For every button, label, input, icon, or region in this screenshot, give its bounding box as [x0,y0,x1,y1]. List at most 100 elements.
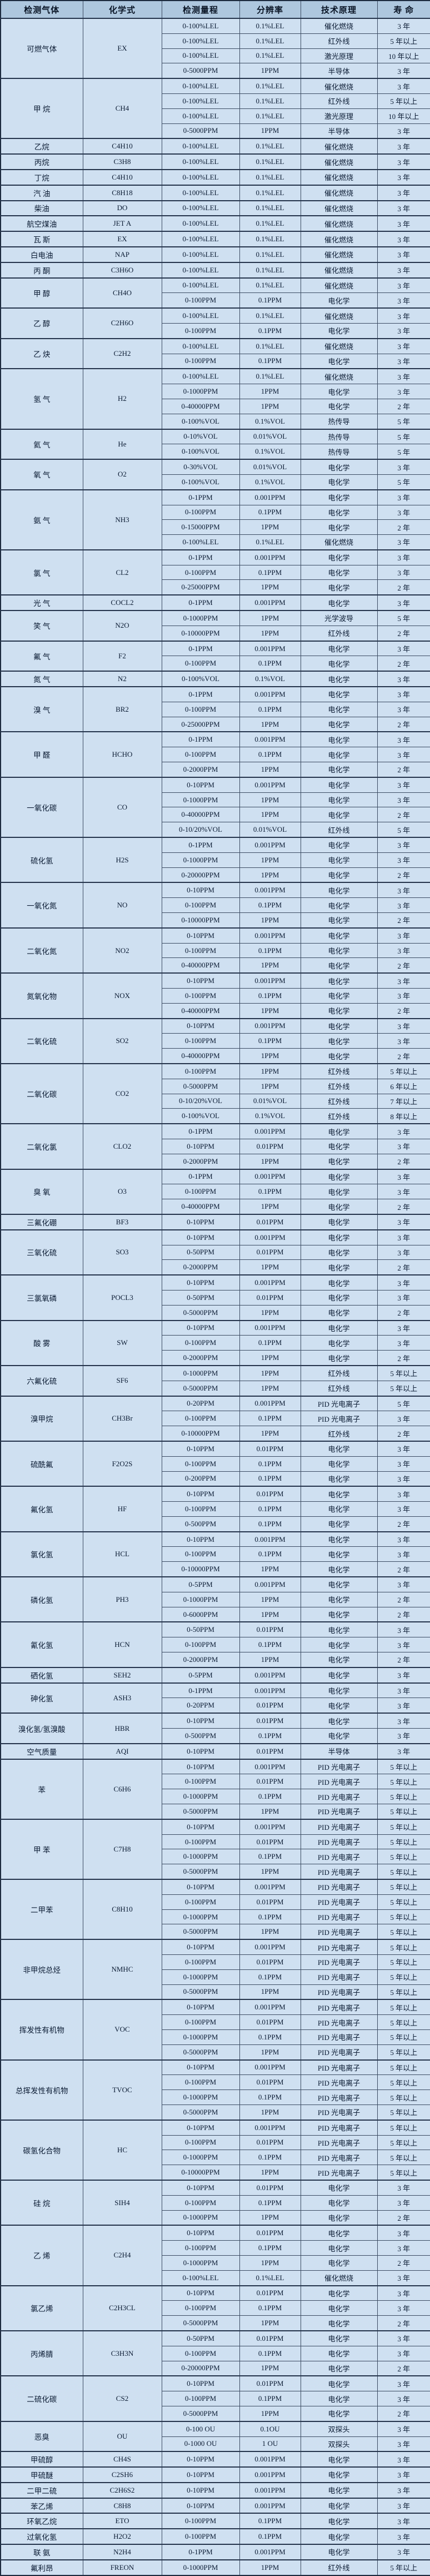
formula-cell: C8H10 [82,1879,162,1940]
table-row: 二氧化碳 CO2 0-100PPM 1PPM 红外线 5 年以上 [0,1063,430,1124]
range-cell: 0-100%VOL [161,413,240,430]
principle-cell: 电化学 [300,459,378,475]
table-row: 0-100%VOL 0.1%VOL 热传导 5 年 [1,444,430,460]
principle-cell: 红外线 [300,1364,378,1381]
range-cell: 0-10PPM [161,2497,240,2514]
table-row: 氟 气 F2 0-1PPM 0.001PPM 电化学 3 年 [0,640,430,672]
range-cell: 0-10PPM [161,1486,240,1502]
resolution-cell: 1PPM [239,1199,301,1215]
lifespan-cell: 3 年 [377,1501,430,1517]
resolution-cell: 0.1PPM [239,1501,301,1517]
lifespan-cell: 3 年 [377,1335,430,1351]
lifespan-cell: 2 年 [377,1048,430,1064]
principle-cell: 电化学 [300,353,378,369]
range-cell: 0-100PPM [161,1456,240,1472]
table-row: 0-10000PPM 1PPM 红外线 2 年 [1,1426,430,1442]
resolution-cell: 0.001PPM [239,594,301,611]
lifespan-cell: 2 年 [377,807,430,823]
principle-cell: PID 光电离子 [300,2104,378,2121]
principle-cell: 催化燃烧 [300,138,378,155]
lifespan-cell: 3 年 [377,1486,430,1502]
principle-cell: PID 光电离子 [300,2029,378,2045]
principle-cell: 电化学 [300,1621,378,1638]
gas-name-cell: 二甲苯 [0,1879,83,1940]
resolution-cell: 1PPM [239,519,301,535]
range-cell: 0-100%LEL [161,277,240,294]
gas-name-cell: 氢 气 [0,368,83,430]
principle-cell: 电化学 [300,912,378,929]
table-row: 0-500PPM 0.1PPM 电化学 2 年 [1,1516,430,1532]
lifespan-cell: 5 年以上 [377,93,430,109]
range-cell: 0-100%VOL [161,444,240,460]
gas-name-cell: 碳氢化合物 [0,2119,83,2181]
gas-name-cell: 二硫化碳 [0,2375,83,2422]
resolution-cell: 0.1%LEL [239,368,301,385]
resolution-cell: 0.1PPM [239,1411,301,1427]
table-row: 0-100PPM 0.1PPM 电化学 3 年 [1,988,430,1004]
principle-cell: 电化学 [300,1606,378,1622]
lifespan-cell: 5 年以上 [377,2029,430,2045]
principle-cell: PID 光电离子 [300,2014,378,2030]
principle-cell: 光学波导 [300,610,378,626]
principle-cell: 电化学 [300,882,378,899]
table-row: 0-1000PPM 1PPM 电化学 2 年 [1,2210,430,2226]
lifespan-cell: 2 年 [377,1606,430,1622]
resolution-cell: 0.001PPM [239,1818,301,1835]
gas-name-cell: 氟利昂 [0,2559,83,2576]
lifespan-cell: 3 年 [377,2513,430,2529]
resolution-cell: 0.1PPM [239,564,301,580]
range-cell: 0-10%VOL [161,428,240,445]
range-cell: 0-100%LEL [161,184,240,201]
formula-cell: SW [82,1319,162,1366]
resolution-cell: 1PPM [239,867,301,883]
lifespan-cell: 5 年 [377,413,430,430]
table-row: 乙 烯 C2H4 0-10PPM 0.01PPM 电化学 3 年 [0,2225,430,2286]
principle-cell: PID 光电离子 [300,1894,378,1910]
formula-cell: ETO [82,2513,162,2529]
lifespan-cell: 2 年 [377,2315,430,2331]
principle-cell: 双探头 [300,2436,378,2452]
principle-cell: 电化学 [300,776,378,793]
principle-cell: PID 光电离子 [300,1774,378,1790]
range-cell: 0-10PPM [161,1531,240,1547]
lifespan-cell: 3 年 [377,2300,430,2316]
range-cell: 0-100PPM [161,1063,240,1079]
table-row: 0-5000PPM 1PPM 红外线 6 年以上 [1,1078,430,1094]
resolution-cell: 1PPM [239,1364,301,1381]
formula-cell: SO3 [82,1229,162,1275]
formula-cell: FREON [82,2559,162,2576]
principle-cell: 催化燃烧 [300,2270,378,2286]
lifespan-cell: 3 年 [377,2466,430,2483]
resolution-cell: 0.01PPM [239,2179,301,2196]
principle-cell: 电化学 [300,1698,378,1714]
formula-cell: ASH3 [82,1682,162,1714]
principle-cell: 电化学 [300,1229,378,1245]
lifespan-cell: 3 年 [377,2195,430,2211]
range-cell: 0-2000PPM [161,1652,240,1668]
gas-name-cell: 氨 气 [0,489,83,550]
table-row: 0-10000PPM 1PPM 红外线 2 年 [1,625,430,642]
lifespan-cell: 2 年 [377,1591,430,1607]
principle-cell: 电化学 [300,579,378,595]
gas-name-cell: 乙烷 [0,138,83,155]
lifespan-cell: 3 年 [377,168,430,186]
principle-cell: 电化学 [300,1199,378,1215]
table-row: 汽 油 C8H18 0-100%LEL 0.1%LEL 催化燃烧 3 年 [0,184,430,201]
range-cell: 0-10PPM [161,2179,240,2196]
table-row: 0-10/20%VOL 0.01%VOL 红外线 5 年 [1,822,430,838]
gas-name-cell: 总挥发性有机物 [0,2059,83,2121]
principle-cell: PID 光电离子 [300,2135,378,2151]
range-cell: 0-500PPM [161,1728,240,1744]
lifespan-cell: 3 年 [377,1471,430,1487]
lifespan-cell: 3 年 [377,1576,430,1592]
lifespan-cell: 5 年以上 [377,33,430,49]
table-row: 溴化氢/氢溴酸 HBR 0-10PPM 0.01PPM 电化学 3 年 [0,1713,430,1744]
principle-cell: 电化学 [300,988,378,1004]
range-cell: 0-20000PPM [161,867,240,883]
resolution-cell: 0.01PPM [239,1213,301,1230]
gas-name-cell: 甲硫醚 [0,2466,83,2483]
table-row: 甲 醛 HCHO 0-1PPM 0.001PPM 电化学 3 年 [0,731,430,778]
principle-cell: 电化学 [300,1048,378,1064]
resolution-cell: 0.1PPM [239,2029,301,2045]
range-cell: 0-25000PPM [161,579,240,595]
